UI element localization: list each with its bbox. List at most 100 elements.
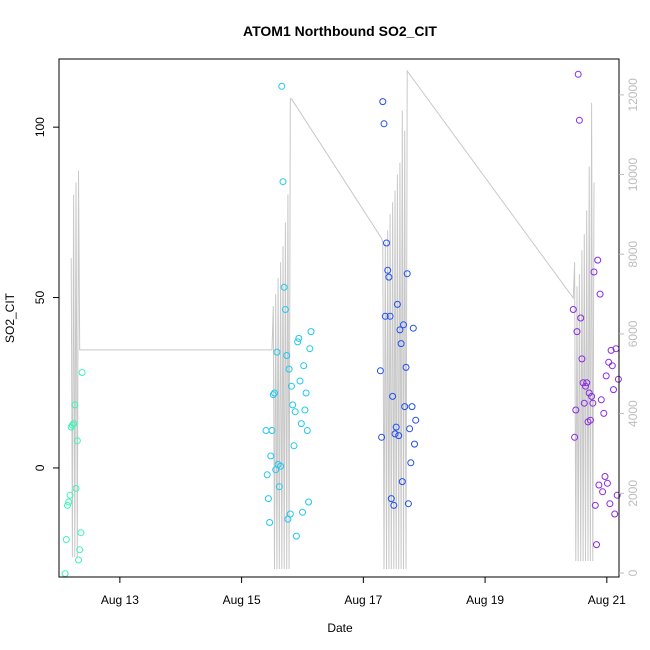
data-point bbox=[411, 440, 418, 448]
x-axis-label: Date bbox=[327, 621, 353, 635]
data-point bbox=[376, 367, 384, 375]
y-tick-label: 50 bbox=[33, 291, 47, 305]
x-tick-label: Aug 15 bbox=[223, 593, 261, 607]
data-point bbox=[295, 334, 303, 342]
data-point bbox=[72, 484, 80, 492]
data-point bbox=[400, 321, 407, 329]
data-point bbox=[73, 437, 81, 445]
data-point bbox=[412, 416, 420, 424]
data-point bbox=[275, 483, 283, 491]
data-point bbox=[390, 501, 398, 509]
data-point bbox=[574, 70, 582, 78]
data-point bbox=[397, 340, 405, 348]
axes: 0 50 100 Aug 13 Aug 15 Aug 17 Aug 19 Aug 21 0 200… bbox=[33, 58, 640, 607]
y2-tick-label: 8000 bbox=[626, 241, 640, 268]
data-point bbox=[305, 498, 313, 506]
data-point bbox=[392, 423, 400, 431]
data-point bbox=[291, 408, 299, 416]
x-tick-label: Aug 19 bbox=[466, 593, 504, 607]
data-point bbox=[70, 420, 78, 428]
data-point bbox=[408, 403, 416, 411]
data-point bbox=[580, 399, 588, 407]
data-point bbox=[285, 365, 293, 373]
data-point bbox=[389, 392, 397, 400]
data-point bbox=[385, 273, 393, 281]
data-point bbox=[613, 491, 621, 499]
data-point bbox=[393, 300, 401, 308]
data-point bbox=[407, 459, 415, 467]
data-point bbox=[279, 178, 287, 186]
data-point bbox=[391, 430, 399, 438]
data-point bbox=[71, 401, 79, 409]
data-point bbox=[266, 519, 274, 526]
data-point bbox=[76, 546, 84, 554]
data-point bbox=[78, 369, 86, 376]
data-point bbox=[575, 116, 583, 124]
data-point bbox=[406, 425, 414, 433]
y-tick-label: 0 bbox=[33, 464, 47, 471]
data-point bbox=[294, 338, 302, 346]
data-point bbox=[292, 532, 300, 540]
data-point bbox=[582, 382, 589, 390]
data-point bbox=[77, 529, 85, 537]
data-point bbox=[303, 427, 311, 434]
altitude-line bbox=[70, 69, 595, 570]
data-point bbox=[596, 290, 604, 298]
data-point bbox=[597, 396, 605, 404]
data-point bbox=[278, 82, 286, 90]
data-point bbox=[577, 314, 585, 322]
data-point bbox=[600, 409, 608, 417]
data-point bbox=[599, 488, 607, 496]
data-point bbox=[386, 312, 394, 320]
data-point bbox=[271, 389, 278, 397]
data-point bbox=[601, 473, 609, 480]
data-point bbox=[75, 556, 82, 564]
data-point bbox=[288, 382, 295, 390]
data-point bbox=[395, 432, 403, 440]
data-point bbox=[283, 352, 291, 359]
data-point bbox=[64, 501, 71, 509]
data-point bbox=[61, 570, 69, 578]
data-point bbox=[286, 510, 294, 518]
data-point bbox=[398, 478, 406, 486]
data-point bbox=[591, 501, 599, 509]
data-point bbox=[569, 306, 577, 313]
data-point bbox=[306, 345, 314, 353]
data-point bbox=[583, 379, 591, 387]
data-point bbox=[608, 362, 616, 370]
data-point bbox=[277, 462, 285, 470]
data-point bbox=[403, 270, 411, 278]
data-point bbox=[409, 324, 417, 332]
data-point bbox=[383, 239, 390, 247]
x-tick-label: Aug 17 bbox=[344, 593, 382, 607]
x-tick-label: Aug 21 bbox=[588, 593, 626, 607]
data-point bbox=[571, 433, 579, 441]
data-point bbox=[268, 427, 276, 434]
data-point bbox=[68, 421, 76, 429]
data-point bbox=[307, 328, 315, 336]
data-point bbox=[66, 491, 74, 499]
data-point bbox=[588, 392, 596, 400]
data-point bbox=[67, 423, 75, 431]
data-point bbox=[65, 498, 73, 506]
y2-tick-label: 10000 bbox=[626, 158, 640, 192]
data-point bbox=[573, 328, 581, 336]
data-point bbox=[299, 508, 306, 516]
data-point bbox=[296, 377, 304, 385]
data-point bbox=[401, 403, 409, 411]
data-point bbox=[378, 433, 386, 441]
data-point bbox=[606, 500, 614, 508]
data-point bbox=[572, 406, 580, 414]
data-point bbox=[280, 283, 288, 291]
plot-area bbox=[61, 69, 622, 578]
data-point bbox=[578, 355, 586, 363]
y-tick-label: 100 bbox=[33, 117, 47, 137]
data-point bbox=[302, 389, 310, 397]
data-point bbox=[614, 375, 622, 383]
data-point bbox=[264, 495, 272, 503]
y2-tick-label: 12000 bbox=[626, 78, 640, 112]
data-point bbox=[404, 500, 412, 508]
data-point bbox=[594, 256, 602, 264]
data-point bbox=[396, 326, 404, 334]
